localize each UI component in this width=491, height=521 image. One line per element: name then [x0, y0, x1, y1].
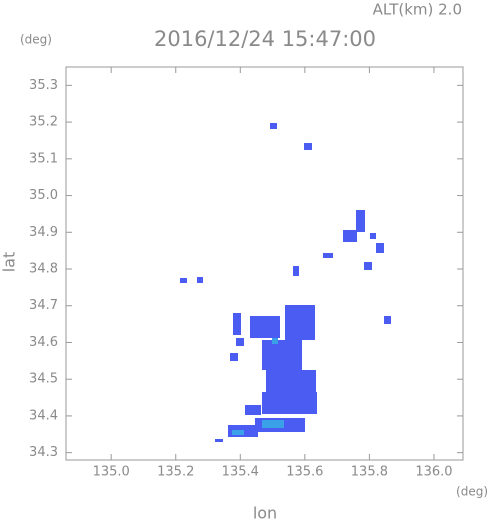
y-tick-label: 35.1 — [29, 151, 58, 166]
y-tick-label: 34.5 — [29, 372, 58, 387]
echo — [343, 230, 357, 242]
echo — [230, 353, 238, 361]
echo — [262, 392, 317, 414]
echo — [285, 305, 315, 340]
echo — [356, 210, 365, 232]
echo — [215, 439, 223, 442]
echo — [304, 143, 312, 150]
echo — [262, 420, 284, 428]
x-tick-label: 135.6 — [286, 465, 323, 480]
echo — [266, 370, 316, 392]
echo — [370, 233, 376, 239]
echo — [236, 338, 244, 346]
echo — [270, 123, 277, 129]
y-tick-label: 34.6 — [29, 335, 58, 350]
y-tick-label: 34.8 — [29, 262, 58, 277]
echo — [197, 277, 203, 283]
altitude-label: ALT(km) 2.0 — [373, 1, 462, 19]
echo — [232, 430, 244, 435]
y-tick-label: 34.9 — [29, 225, 58, 240]
echo — [245, 405, 261, 415]
x-tick-label: 135.0 — [93, 465, 130, 480]
y-tick-label: 35.3 — [29, 78, 58, 93]
y-tick-label: 34.7 — [29, 298, 58, 313]
echo — [364, 262, 372, 270]
plot-frame — [65, 66, 464, 461]
echo — [233, 313, 241, 335]
chart-title: 2016/12/24 15:47:00 — [154, 27, 376, 51]
y-tick-label: 35.2 — [29, 115, 58, 130]
echo — [262, 340, 302, 370]
y-axis-label: lat — [0, 252, 19, 273]
echo — [323, 253, 333, 258]
y-tick-label: 35.0 — [29, 188, 58, 203]
x-axis-label: lon — [253, 504, 277, 521]
y-unit: (deg) — [20, 33, 52, 47]
x-tick-label: 135.2 — [157, 465, 194, 480]
echo — [180, 278, 187, 283]
x-tick-label: 135.4 — [222, 465, 259, 480]
echo — [272, 338, 278, 344]
echo — [384, 316, 391, 324]
radar-echoes — [180, 123, 391, 442]
echo — [376, 243, 384, 253]
x-unit: (deg) — [456, 485, 488, 499]
y-tick-label: 34.3 — [29, 445, 58, 460]
y-tick-label: 34.4 — [29, 408, 58, 423]
x-tick-label: 135.8 — [351, 465, 388, 480]
x-tick-label: 136.0 — [415, 465, 452, 480]
echo — [293, 266, 299, 276]
echo — [250, 316, 280, 338]
